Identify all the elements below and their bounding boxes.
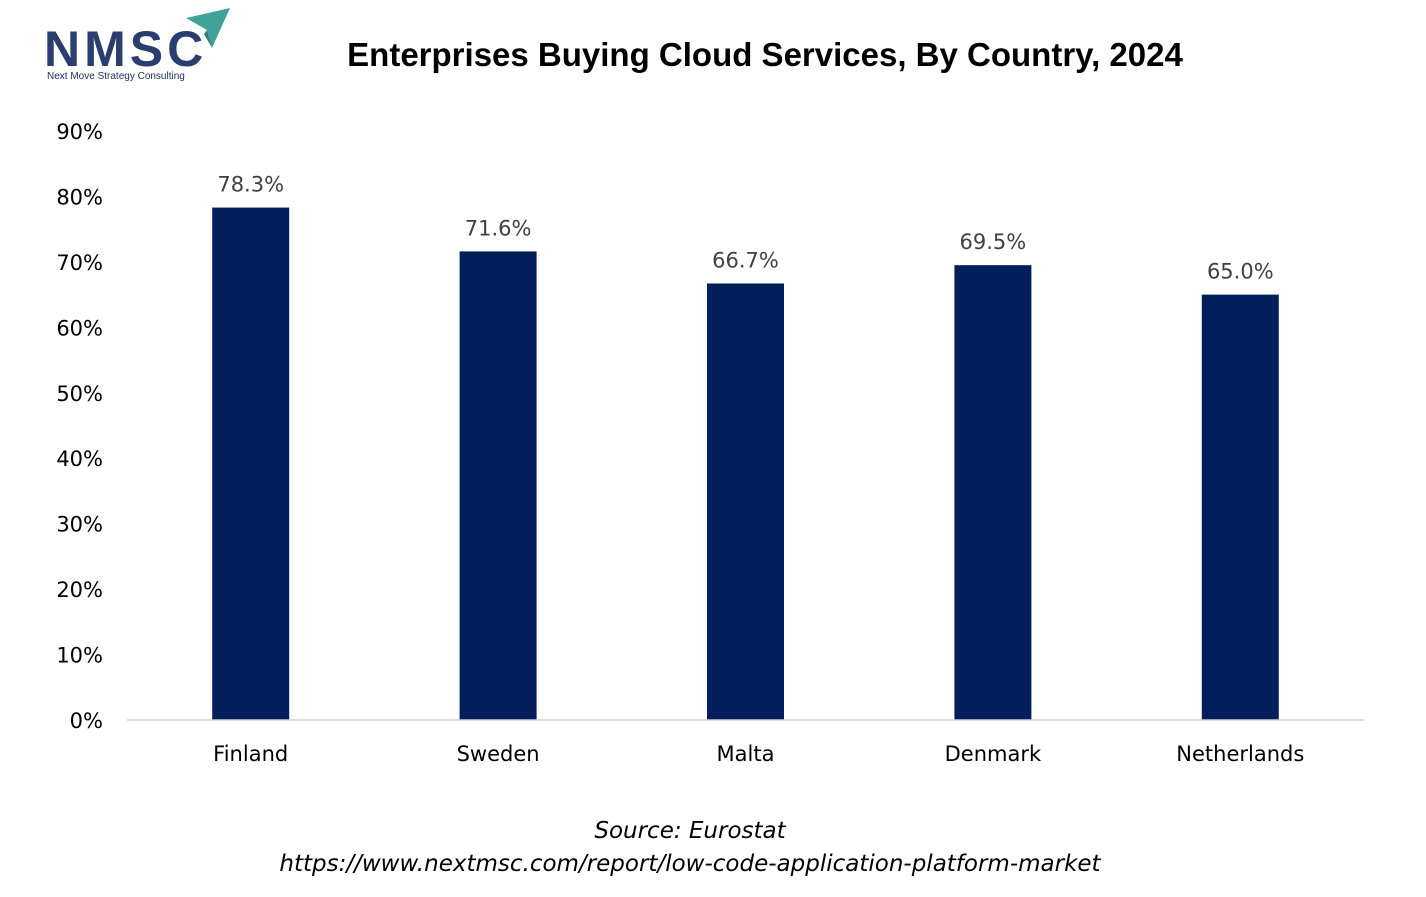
y-tick-label: 90% xyxy=(56,120,103,144)
logo-arrow-shade xyxy=(204,30,212,48)
bar-finland xyxy=(212,207,290,720)
nmsc-logo-mark: NMSC xyxy=(44,8,230,77)
x-tick-label: Malta xyxy=(717,742,775,766)
value-labels: 78.3% 71.6% 66.7% 69.5% 65.0% xyxy=(217,173,1273,284)
x-tick-label: Finland xyxy=(213,742,288,766)
chart-title: Enterprises Buying Cloud Services, By Co… xyxy=(347,36,1183,73)
y-tick-label: 80% xyxy=(56,185,103,209)
bar-sweden xyxy=(459,251,537,720)
x-axis-labels: Finland Sweden Malta Denmark Netherlands xyxy=(213,742,1304,766)
bar-malta xyxy=(707,283,784,720)
y-tick-label: 70% xyxy=(56,251,103,275)
bars xyxy=(212,207,1279,720)
bar-denmark xyxy=(954,265,1032,720)
y-tick-label: 40% xyxy=(56,447,103,471)
x-tick-label: Netherlands xyxy=(1176,742,1304,766)
value-label: 66.7% xyxy=(712,248,779,272)
y-tick-label: 30% xyxy=(56,513,103,537)
y-tick-label: 20% xyxy=(56,578,103,602)
y-tick-label: 10% xyxy=(56,644,103,668)
source-url: https://www.nextmsc.com/report/low-code-… xyxy=(279,851,1101,877)
y-axis-labels: 0% 10% 20% 30% 40% 50% 60% 70% 80% 90% xyxy=(56,120,103,733)
x-tick-label: Sweden xyxy=(457,742,540,766)
bar-netherlands xyxy=(1201,294,1279,720)
value-label: 78.3% xyxy=(217,173,284,197)
logo-arrow-icon xyxy=(186,8,230,48)
y-tick-label: 0% xyxy=(70,709,103,733)
value-label: 65.0% xyxy=(1207,260,1274,284)
x-tick-label: Denmark xyxy=(945,742,1042,766)
logo: NMSC Next Move Strategy Consulting xyxy=(44,8,244,88)
value-label: 69.5% xyxy=(960,230,1027,254)
logo-tagline: Next Move Strategy Consulting xyxy=(47,71,185,82)
logo-text: NMSC xyxy=(44,21,207,77)
value-label: 71.6% xyxy=(465,216,532,240)
y-tick-label: 50% xyxy=(56,382,103,406)
y-tick-label: 60% xyxy=(56,316,103,340)
source-text: Source: Eurostat xyxy=(594,818,786,844)
